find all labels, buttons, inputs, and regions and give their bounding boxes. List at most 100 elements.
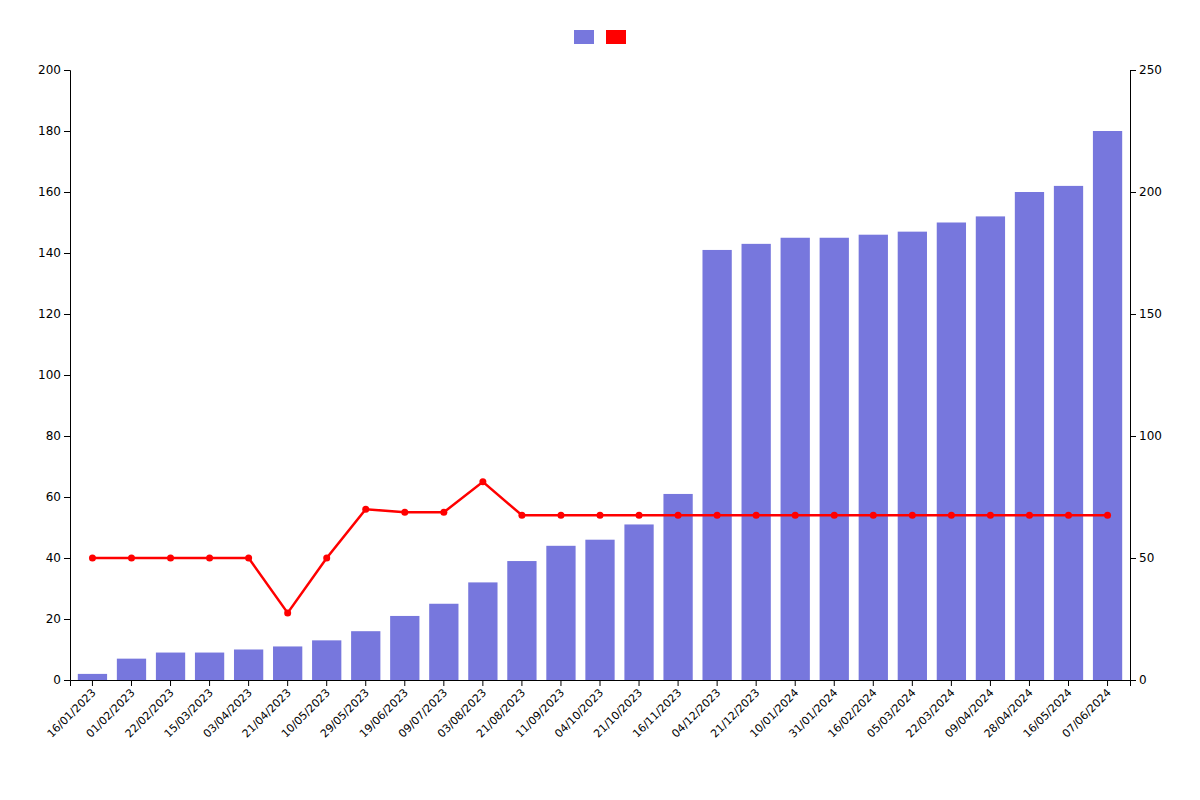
tick-label: 140 xyxy=(38,246,61,260)
tick-mark xyxy=(170,680,171,686)
marker xyxy=(518,512,525,519)
tick-mark xyxy=(64,375,70,376)
tick-label: 50 xyxy=(1139,551,1154,565)
tick-mark xyxy=(64,436,70,437)
marker xyxy=(675,512,682,519)
tick-mark xyxy=(1130,314,1136,315)
tick-mark xyxy=(912,680,913,686)
marker xyxy=(128,555,135,562)
bar xyxy=(1093,131,1122,680)
bar xyxy=(546,546,575,680)
tick-mark xyxy=(1130,436,1136,437)
marker xyxy=(792,512,799,519)
marker xyxy=(948,512,955,519)
bar xyxy=(507,561,536,680)
tick-mark xyxy=(1107,680,1108,686)
bar xyxy=(624,524,653,680)
tick: 200 xyxy=(38,63,70,77)
marker xyxy=(362,506,369,513)
tick-mark xyxy=(287,680,288,686)
tick-mark xyxy=(209,680,210,686)
tick: 0 xyxy=(1130,673,1147,687)
tick: 80 xyxy=(46,429,70,443)
tick-mark xyxy=(64,253,70,254)
tick-label: 20 xyxy=(46,612,61,626)
bar xyxy=(742,244,771,680)
bar xyxy=(351,631,380,680)
tick-mark xyxy=(795,680,796,686)
marker xyxy=(909,512,916,519)
marker xyxy=(323,555,330,562)
tick-mark xyxy=(248,680,249,686)
bar xyxy=(312,640,341,680)
chart: 0204060801001201401601802000501001502002… xyxy=(0,0,1200,800)
tick-mark xyxy=(1130,558,1136,559)
tick-mark xyxy=(64,558,70,559)
tick-mark xyxy=(600,680,601,686)
tick-label: 180 xyxy=(38,124,61,138)
marker xyxy=(1104,512,1111,519)
tick-label: 80 xyxy=(46,429,61,443)
marker xyxy=(987,512,994,519)
tick: 60 xyxy=(46,490,70,504)
marker xyxy=(1026,512,1033,519)
tick: 140 xyxy=(38,246,70,260)
bar-series xyxy=(78,131,1122,680)
tick: 150 xyxy=(1130,307,1162,321)
tick: 20 xyxy=(46,612,70,626)
tick-mark xyxy=(64,497,70,498)
marks xyxy=(78,131,1122,680)
bar xyxy=(468,582,497,680)
tick-mark xyxy=(64,192,70,193)
marker xyxy=(479,478,486,485)
tick-label: 150 xyxy=(1139,307,1162,321)
tick-mark xyxy=(560,680,561,686)
tick: 100 xyxy=(38,368,70,382)
marker xyxy=(1065,512,1072,519)
tick-label: 0 xyxy=(53,673,61,687)
marker xyxy=(440,509,447,516)
marker xyxy=(831,512,838,519)
tick: 200 xyxy=(1130,185,1162,199)
marker xyxy=(557,512,564,519)
bar xyxy=(273,646,302,680)
tick-mark xyxy=(326,680,327,686)
tick-mark xyxy=(1029,680,1030,686)
bar xyxy=(820,238,849,680)
marker xyxy=(714,512,721,519)
tick-label: 60 xyxy=(46,490,61,504)
tick-mark xyxy=(873,680,874,686)
marker xyxy=(89,555,96,562)
bar xyxy=(117,659,146,680)
tick-mark xyxy=(64,131,70,132)
line-series xyxy=(89,478,1111,616)
tick-label: 250 xyxy=(1139,63,1162,77)
tick: 40 xyxy=(46,551,70,565)
tick-label: 200 xyxy=(38,63,61,77)
tick-label: 100 xyxy=(38,368,61,382)
tick-mark xyxy=(678,680,679,686)
tick-mark xyxy=(365,680,366,686)
tick-mark xyxy=(834,680,835,686)
marker xyxy=(753,512,760,519)
tick-mark xyxy=(1068,680,1069,686)
tick-mark xyxy=(64,314,70,315)
bar xyxy=(663,494,692,680)
marker xyxy=(167,555,174,562)
tick-label: 0 xyxy=(1139,673,1147,687)
marker xyxy=(284,609,291,616)
tick-mark xyxy=(521,680,522,686)
tick-label: 200 xyxy=(1139,185,1162,199)
tick-label: 160 xyxy=(38,185,61,199)
tick-label: 40 xyxy=(46,551,61,565)
bar xyxy=(78,674,107,680)
line xyxy=(92,482,1107,613)
bar xyxy=(585,540,614,680)
tick-mark xyxy=(756,680,757,686)
tick: 0 xyxy=(53,673,70,687)
tick-mark xyxy=(717,680,718,686)
bar xyxy=(781,238,810,680)
bar xyxy=(898,232,927,680)
legend-swatch xyxy=(574,30,594,44)
marker xyxy=(245,555,252,562)
